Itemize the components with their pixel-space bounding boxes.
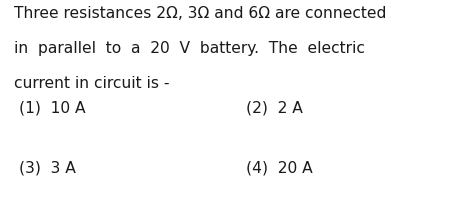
Text: (4)  20 A: (4) 20 A <box>246 160 313 175</box>
Text: in  parallel  to  a  20  V  battery.  The  electric: in parallel to a 20 V battery. The elect… <box>14 41 365 56</box>
Text: (3)  3 A: (3) 3 A <box>19 160 76 175</box>
Text: (2)  2 A: (2) 2 A <box>246 100 303 115</box>
Text: (1)  10 A: (1) 10 A <box>19 100 86 115</box>
Text: Three resistances 2Ω, 3Ω and 6Ω are connected: Three resistances 2Ω, 3Ω and 6Ω are conn… <box>14 6 387 21</box>
Text: current in circuit is -: current in circuit is - <box>14 76 170 91</box>
